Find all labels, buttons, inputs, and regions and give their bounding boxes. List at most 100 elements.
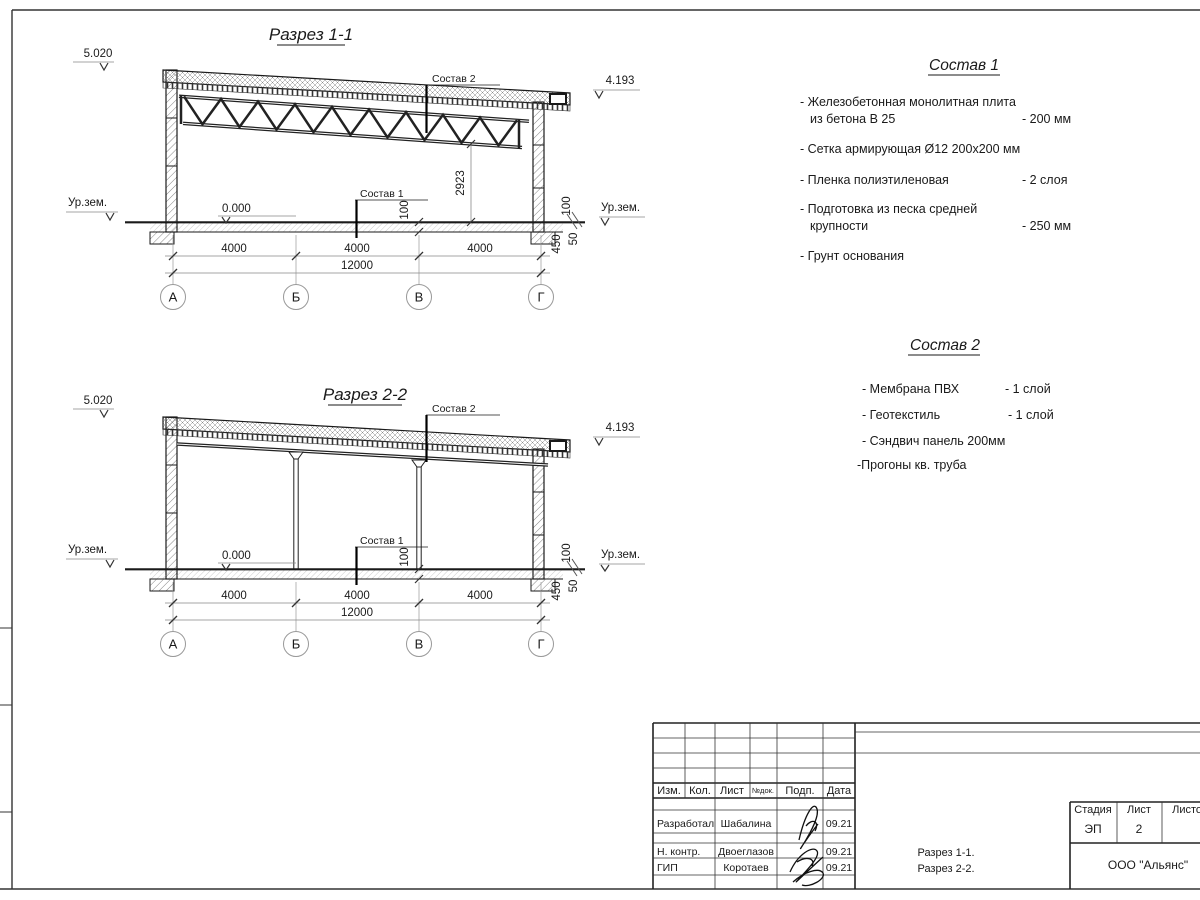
tb-stage-value: ЭП	[1084, 822, 1101, 836]
sostav1-leader-1: Состав 1	[355, 188, 428, 238]
section-1-1-title: Разрез 1-1	[269, 25, 353, 44]
dim-100-right: 100	[561, 543, 573, 562]
sostav-2-title: Состав 2	[910, 337, 980, 354]
dim-4000-2: 4000	[344, 243, 370, 255]
level-marks-2: 5.020 4.193 Ур.зем. Ур.зем. 0.000	[66, 395, 645, 573]
dims-axes-1: 4000 4000 4000 12000 А Б В Г	[160, 235, 554, 310]
tb-name-nkontr: Двоеглазов	[718, 846, 774, 858]
tb-sheet-value: 2	[1136, 822, 1143, 836]
dim-4000-1: 4000	[221, 243, 247, 255]
axis-b: Б	[292, 637, 301, 652]
list-item-value: - 1 слой	[1008, 408, 1054, 422]
section-2-2-title: Разрез 2-2	[323, 385, 408, 404]
tb-name-razrabotal: Шабалина	[721, 818, 772, 830]
list-item: - Сэндвич панель 200мм	[862, 434, 1005, 448]
title-block-frame	[652, 722, 1200, 889]
level-0000: 0.000	[222, 550, 251, 562]
level-4193: 4.193	[606, 422, 635, 434]
list-item-value: - 200 мм	[1022, 112, 1071, 126]
list-item: - Пленка полиэтиленовая	[800, 173, 949, 187]
tb-stage-header: Стадия	[1074, 804, 1112, 816]
axis-a: А	[169, 637, 178, 652]
vertical-dims-2: 100 100 450 50	[399, 543, 580, 600]
sostav-2-list: Состав 2 - Мембрана ПВХ - 1 слой - Геоте…	[857, 337, 1054, 472]
list-item: - Геотекстиль	[862, 408, 940, 422]
dim-50: 50	[568, 580, 580, 593]
list-item: - Подготовка из песка средней	[800, 202, 977, 216]
sostav2-leader-1: Состав 2	[425, 73, 500, 133]
dim-50: 50	[568, 233, 580, 246]
list-item-value: - 1 слой	[1005, 382, 1051, 396]
sostav1-ref-label: Состав 1	[360, 535, 404, 547]
level-5020: 5.020	[84, 48, 113, 60]
list-item: - Железобетонная монолитная плита	[800, 95, 1016, 109]
tb-date-razrabotal: 09.21	[826, 818, 852, 830]
ur-zem-left: Ур.зем.	[68, 544, 107, 556]
axis-b: Б	[292, 290, 301, 305]
tb-role-nkontr: Н. контр.	[657, 846, 700, 858]
dim-450: 450	[551, 581, 563, 600]
sostav-1-title: Состав 1	[929, 57, 999, 74]
title-block-grid	[653, 723, 1200, 889]
sostav-1-list: Состав 1 - Железобетонная монолитная пли…	[800, 57, 1071, 263]
dim-12000: 12000	[341, 607, 373, 619]
level-4193: 4.193	[606, 75, 635, 87]
tb-sheets-header: Листов	[1172, 804, 1200, 816]
tb-header-data: Дата	[827, 785, 852, 797]
axis-g: Г	[537, 637, 544, 652]
tb-company: ООО "Альянс"	[1108, 858, 1188, 872]
dim-100-slab: 100	[399, 547, 411, 566]
dim-4000-1: 4000	[221, 590, 247, 602]
roof-truss	[178, 94, 530, 150]
sostav1-ref-label: Состав 1	[360, 188, 404, 200]
axis-v: В	[415, 290, 424, 305]
dim-100-right: 100	[561, 196, 573, 215]
level-5020: 5.020	[84, 395, 113, 407]
axis-g: Г	[537, 290, 544, 305]
list-item: - Сетка армирующая Ø12 200х200 мм	[800, 142, 1020, 156]
sheet-frame	[0, 9, 1200, 890]
tb-name-gip: Коротаев	[723, 862, 769, 874]
tb-role-razrabotal: Разработал	[657, 818, 714, 830]
axis-a: А	[169, 290, 178, 305]
tb-date-nkontr: 09.21	[826, 846, 852, 858]
axis-v: В	[415, 637, 424, 652]
dim-450: 450	[551, 234, 563, 253]
title-block: Изм. Кол. Лист №док. Подп. Дата Разработ…	[652, 722, 1200, 889]
tb-header-izm: Изм.	[657, 785, 681, 797]
vertical-dims-1: 2923 100 100 450 50	[399, 139, 580, 254]
tb-header-list: Лист	[720, 785, 744, 797]
section-2-2: Разрез 2-2	[66, 385, 645, 657]
list-item: крупности	[810, 219, 868, 233]
sostav2-ref-label: Состав 2	[432, 73, 476, 85]
list-item-value: - 250 мм	[1022, 219, 1071, 233]
level-marks-1: 5.020 4.193 Ур.зем. Ур.зем. 0.000	[66, 48, 645, 227]
dim-4000-2: 4000	[344, 590, 370, 602]
ur-zem-left: Ур.зем.	[68, 197, 107, 209]
tb-header-kol: Кол.	[689, 785, 711, 797]
list-item-value: - 2 слоя	[1022, 173, 1067, 187]
ur-zem-right: Ур.зем.	[601, 202, 640, 214]
tb-header-podp: Подп.	[785, 785, 814, 797]
tb-doc-name-line1: Разрез 1-1.	[917, 847, 974, 859]
sostav2-ref-label: Состав 2	[432, 403, 476, 415]
interior-column-b	[288, 451, 304, 570]
list-item: - Грунт основания	[800, 249, 904, 263]
dim-4000-3: 4000	[467, 590, 493, 602]
tb-doc-name-line2: Разрез 2-2.	[917, 863, 974, 875]
list-item: - Мембрана ПВХ	[862, 382, 960, 396]
dim-12000: 12000	[341, 260, 373, 272]
section-2-2-structure	[125, 416, 585, 592]
list-item: из бетона В 25	[810, 112, 895, 126]
dim-4000-3: 4000	[467, 243, 493, 255]
level-0000: 0.000	[222, 203, 251, 215]
dim-2923: 2923	[455, 170, 467, 196]
tb-header-ndok: №док.	[752, 786, 774, 795]
signature-gip	[789, 848, 824, 887]
section-1-1: Разрез 1-1	[66, 25, 645, 310]
section-1-1-structure	[125, 69, 585, 245]
list-item: -Прогоны кв. труба	[857, 458, 967, 472]
sostav2-leader-2: Состав 2	[425, 403, 500, 462]
